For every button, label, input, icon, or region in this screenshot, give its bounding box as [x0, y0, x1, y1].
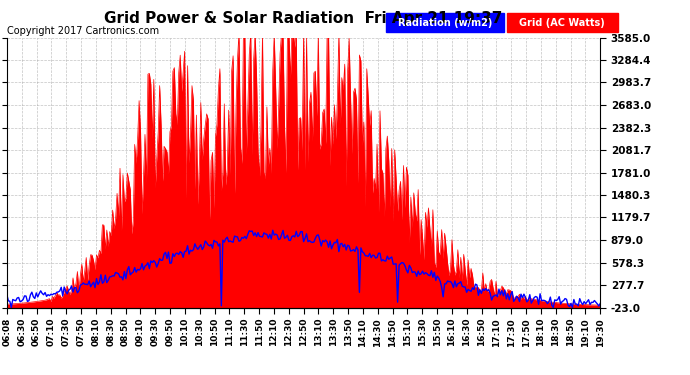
- Text: Copyright 2017 Cartronics.com: Copyright 2017 Cartronics.com: [7, 26, 159, 36]
- Text: Grid Power & Solar Radiation  Fri Apr 21 19:37: Grid Power & Solar Radiation Fri Apr 21 …: [104, 11, 503, 26]
- Text: Radiation (w/m2): Radiation (w/m2): [398, 18, 492, 27]
- Text: Grid (AC Watts): Grid (AC Watts): [520, 18, 605, 27]
